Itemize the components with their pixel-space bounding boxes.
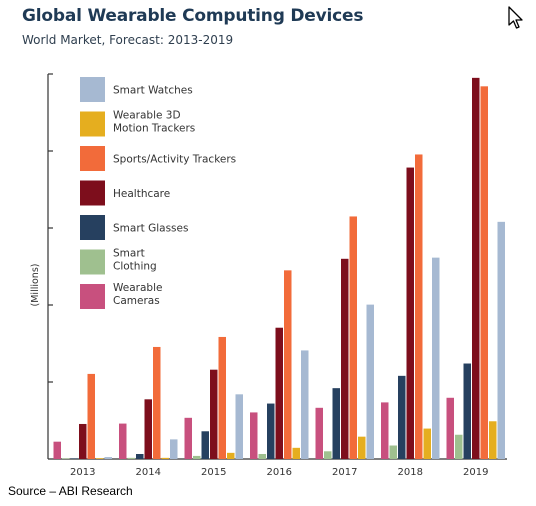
legend-label-sports-activity-trackers: Sports/Activity Trackers [113, 154, 236, 166]
x-tick-label-2015: 2015 [201, 467, 226, 478]
bar-healthcare-2017 [341, 258, 349, 459]
bar-sports-activity-trackers-2017 [349, 216, 357, 459]
bar-smart-glasses-2015 [201, 431, 209, 459]
chart-title: Global Wearable Computing Devices [22, 6, 364, 26]
bar-wearable-3d-motion-trackers-2017 [358, 436, 366, 459]
legend-swatch-smart-clothing [80, 249, 105, 275]
bar-smart-clothing-2013 [62, 458, 70, 459]
legend-swatch-sports-activity-trackers [80, 146, 105, 171]
chart-legend: Smart Watches Wearable 3D Motion Trackers S… [80, 77, 236, 309]
bar-smart-watches-2017 [366, 304, 374, 460]
legend-label-smart-clothing: Smart Clothing [113, 248, 157, 273]
bar-wearable-3d-motion-trackers-2015 [227, 452, 235, 459]
bar-sports-activity-trackers-2016 [284, 270, 292, 459]
bar-smart-glasses-2014 [136, 454, 144, 459]
bar-smart-watches-2018 [432, 257, 440, 459]
legend-swatch-healthcare [80, 180, 105, 206]
legend-label-smart-glasses: Smart Glasses [113, 223, 188, 235]
bar-sports-activity-trackers-2018 [415, 154, 423, 459]
legend-label-healthcare: Healthcare [113, 188, 170, 200]
bar-sports-activity-trackers-2014 [153, 346, 161, 459]
chart-bars [53, 77, 505, 460]
legend-label-smart-watches: Smart Watches [113, 85, 193, 97]
legend-swatch-wearable-3d-motion-trackers [80, 111, 105, 137]
bar-wearable-cameras-2017 [315, 407, 323, 460]
bar-wearable-cameras-2019 [446, 397, 454, 459]
chart-subtitle: World Market, Forecast: 2013-2019 [22, 33, 234, 47]
bar-smart-clothing-2019 [455, 434, 463, 459]
bar-wearable-cameras-2014 [119, 423, 127, 459]
legend-swatch-smart-glasses [80, 215, 105, 240]
bar-wearable-3d-motion-trackers-2016 [292, 447, 300, 459]
bar-smart-glasses-2018 [398, 375, 406, 459]
x-tick-label-2019: 2019 [463, 467, 488, 478]
bar-smart-glasses-2017 [332, 388, 340, 459]
bar-wearable-cameras-2016 [250, 412, 258, 460]
x-tick-label-2017: 2017 [332, 467, 357, 478]
x-tick-label-2014: 2014 [136, 467, 161, 478]
bar-smart-clothing-2017 [324, 451, 332, 459]
bar-smart-clothing-2018 [389, 445, 397, 459]
bar-healthcare-2018 [406, 167, 414, 459]
bar-healthcare-2019 [472, 77, 480, 459]
bar-healthcare-2015 [210, 369, 218, 459]
bar-sports-activity-trackers-2019 [480, 86, 488, 459]
mouse-pointer-icon [508, 6, 523, 29]
x-tick-label-2018: 2018 [398, 467, 423, 478]
bar-healthcare-2013 [79, 423, 87, 459]
bar-wearable-3d-motion-trackers-2019 [489, 421, 497, 459]
bar-smart-watches-2013 [104, 457, 112, 459]
y-axis-label: (Millions) [30, 264, 41, 307]
bar-sports-activity-trackers-2015 [218, 336, 226, 459]
bar-healthcare-2014 [144, 399, 152, 459]
bar-wearable-cameras-2018 [381, 402, 389, 459]
bar-smart-clothing-2015 [193, 455, 201, 459]
legend-label-wearable-3d-motion-trackers: Wearable 3D Motion Trackers [113, 110, 195, 135]
bar-wearable-cameras-2013 [53, 441, 61, 459]
bar-smart-watches-2014 [170, 439, 178, 459]
bar-healthcare-2016 [275, 327, 283, 459]
bar-wearable-cameras-2015 [184, 417, 192, 460]
bar-smart-watches-2019 [497, 221, 505, 459]
legend-swatch-wearable-cameras [80, 284, 105, 309]
legend-swatch-smart-watches [80, 77, 105, 102]
bar-smart-glasses-2013 [70, 458, 78, 459]
bar-smart-clothing-2014 [127, 457, 135, 460]
bar-smart-clothing-2016 [258, 454, 266, 459]
bar-wearable-3d-motion-trackers-2013 [96, 458, 104, 459]
x-tick-label-2016: 2016 [267, 467, 292, 478]
x-tick-label-2013: 2013 [70, 467, 95, 478]
bar-smart-watches-2016 [301, 350, 309, 459]
bar-sports-activity-trackers-2013 [87, 373, 95, 459]
bar-wearable-3d-motion-trackers-2014 [161, 457, 169, 460]
x-tick-labels: 2013 2014 2015 2016 2017 2018 2019 [70, 467, 488, 478]
bar-smart-glasses-2019 [463, 363, 471, 459]
bar-smart-glasses-2016 [267, 403, 275, 459]
legend-label-wearable-cameras: Wearable Cameras [113, 282, 162, 307]
bar-smart-watches-2015 [235, 394, 243, 459]
source-caption: Source – ABI Research [8, 484, 133, 498]
bar-wearable-3d-motion-trackers-2018 [423, 428, 431, 459]
